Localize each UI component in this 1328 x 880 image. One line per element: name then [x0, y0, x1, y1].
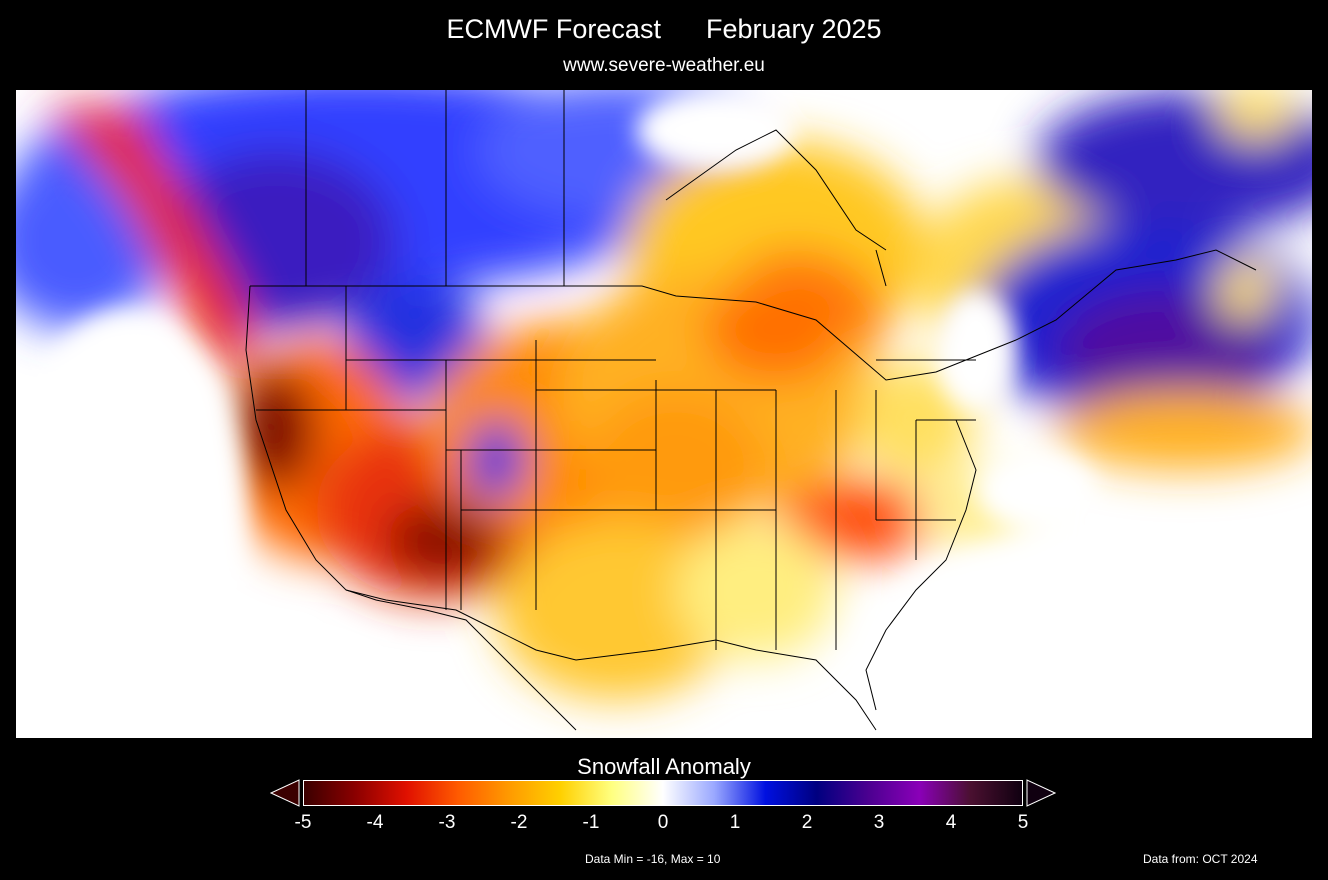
colorbar-ticks: -5 -4 -3 -2 -1 0 1 2 3 4 5	[295, 812, 1029, 842]
colorbar-tick-label: -1	[582, 812, 600, 833]
neutral-areas	[16, 90, 1312, 738]
chart-title: ECMWF Forecast February 2025	[446, 14, 882, 44]
colorbar-tick-label: 0	[657, 812, 669, 833]
colorbar-tick-label: -3	[438, 812, 456, 833]
colorbar-tick-label: -2	[510, 812, 528, 833]
data-source-note: Data from: OCT 2024	[1143, 852, 1258, 866]
colorbar-tick-label: 2	[801, 812, 813, 833]
colorbar-label: Snowfall Anomaly	[577, 754, 751, 779]
colorbar-tick-label: 3	[873, 812, 885, 833]
colorbar-tick-label: 1	[729, 812, 741, 833]
chart-subtitle: www.severe-weather.eu	[563, 55, 765, 76]
snowfall-anomaly-map	[16, 90, 1312, 738]
data-minmax-note: Data Min = -16, Max = 10	[585, 852, 721, 866]
colorbar-tick-label: 4	[945, 812, 957, 833]
boundaries	[245, 90, 1257, 731]
colorbar-tick-label: -4	[366, 812, 384, 833]
anomaly-field	[16, 90, 1312, 700]
map-canvas	[16, 90, 1312, 738]
colorbar-max-arrow	[1026, 779, 1056, 807]
colorbar-min-arrow	[270, 779, 300, 807]
colorbar	[303, 780, 1023, 806]
colorbar-tick-label: 5	[1017, 812, 1029, 833]
colorbar-tick-label: -5	[294, 812, 312, 833]
